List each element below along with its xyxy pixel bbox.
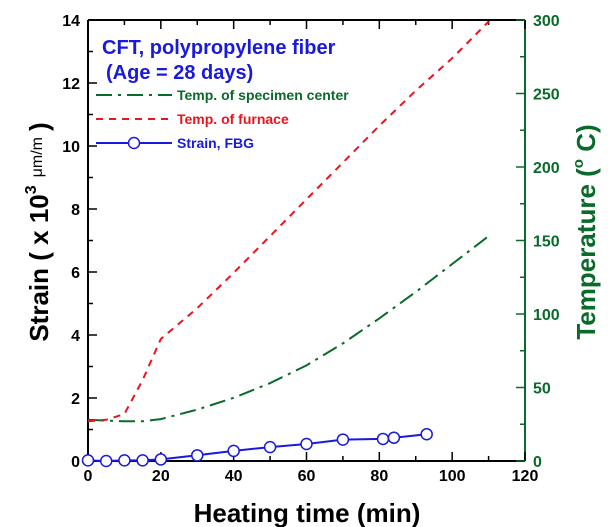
y-axis-right-title: Temperature (o C) [570, 124, 601, 339]
x-tick-label: 20 [152, 468, 170, 485]
series-line-temp-of-specimen-center [87, 235, 490, 423]
series-layer [81, 20, 490, 468]
y-right-title-close: C) [571, 124, 601, 159]
y-left-tick-label: 6 [71, 265, 80, 282]
data-point-strain [154, 453, 168, 466]
x-tick-label: 120 [512, 468, 539, 485]
y-right-title-deg: o [570, 159, 587, 168]
y-right-tick-label: 50 [533, 381, 551, 398]
labels-layer: 0 20 40 60 80 100 1200246810121405010015020025… [62, 13, 560, 485]
svg-text:Temperature (o C): Temperature (o C) [570, 124, 601, 339]
y-right-title-main: Temperature ( [571, 168, 601, 340]
y-left-tick-label: 2 [71, 391, 80, 408]
data-point-strain [99, 454, 113, 468]
data-point-strain [300, 437, 313, 451]
y-left-title-sup: 3 [23, 185, 40, 194]
y-left-title-unit: μm/m [29, 137, 46, 177]
y-right-tick-label: 0 [533, 454, 542, 471]
x-tick-label: 0 [84, 468, 93, 485]
x-tick-label: 80 [370, 468, 388, 485]
legend: Temp. of specimen center Temp. of furnac… [96, 87, 349, 151]
y-right-tick-label: 300 [533, 13, 560, 30]
data-point-strain [387, 431, 401, 444]
data-point-strain [263, 440, 277, 454]
legend-label-strain: Strain, FBG [177, 135, 254, 151]
y-left-tick-label: 10 [62, 139, 80, 156]
y-right-tick-label: 200 [533, 160, 560, 177]
y-left-title-close: ) [24, 122, 54, 131]
series-line-temp-of-furnace [87, 20, 490, 423]
data-point-strain [336, 433, 350, 446]
y-left-tick-label: 8 [71, 202, 80, 219]
y-right-tick-label: 100 [533, 307, 560, 324]
legend-marker-strain [127, 136, 141, 150]
y-left-tick-label: 4 [71, 328, 80, 345]
data-point-strain [191, 449, 204, 462]
y-left-tick-label: 14 [62, 13, 80, 30]
chart-subtitle: (Age = 28 days) [106, 62, 253, 84]
y-right-tick-label: 250 [533, 87, 560, 104]
x-tick-label: 40 [225, 468, 243, 485]
data-point-strain [118, 454, 131, 467]
y-left-tick-label: 0 [71, 454, 80, 471]
y-axis-left-title: Strain ( x 103 μm/m) [23, 122, 54, 341]
svg-text:Strain ( x 103μm/m): Strain ( x 103 μm/m) [23, 122, 54, 341]
legend-label-specimen: Temp. of specimen center [177, 87, 349, 103]
y-right-tick-label: 150 [533, 234, 560, 251]
y-left-title-main: Strain ( x 10 [24, 194, 54, 341]
data-point-strain [420, 427, 433, 441]
data-point-strain [136, 454, 149, 467]
legend-label-furnace: Temp. of furnace [177, 111, 289, 127]
data-point-strain [227, 444, 240, 458]
data-point-strain [376, 432, 390, 446]
x-tick-label: 60 [298, 468, 316, 485]
y-left-tick-label: 12 [62, 76, 80, 93]
x-tick-label: 100 [439, 468, 466, 485]
data-point-strain [81, 454, 95, 467]
x-axis-title: Heating time (min) [194, 498, 421, 527]
chart-title: CFT, polypropylene fiber [102, 37, 336, 59]
